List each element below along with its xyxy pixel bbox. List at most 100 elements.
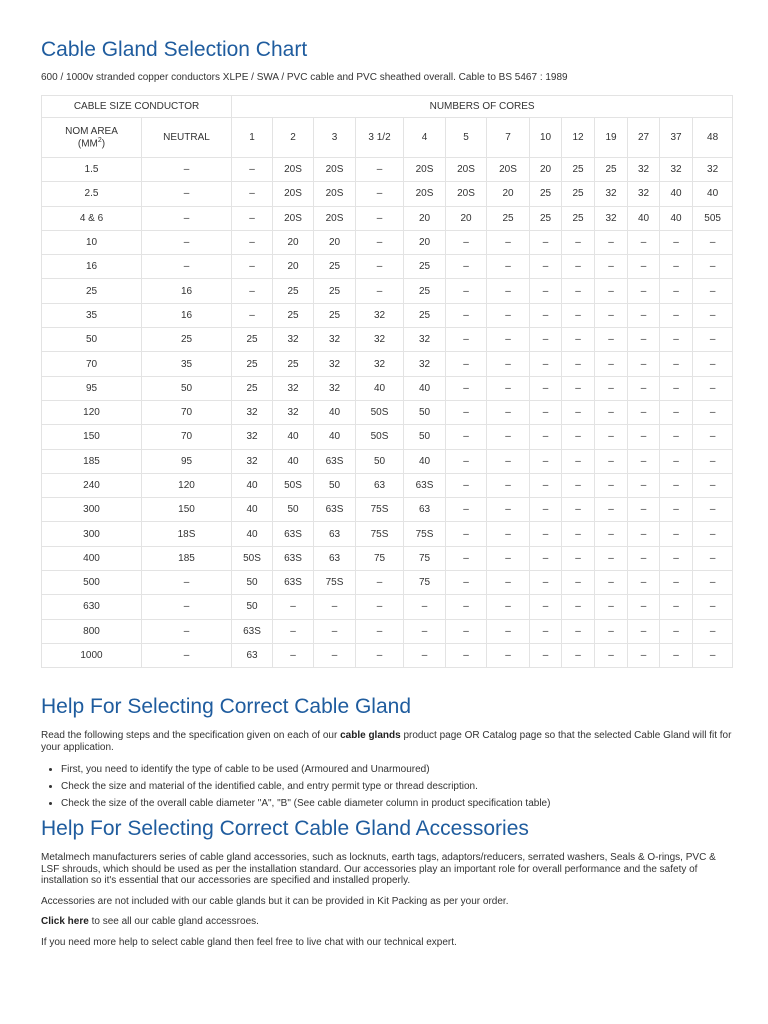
- table-cell: 32: [355, 302, 405, 329]
- table-cell: 20S: [272, 181, 315, 207]
- table-cell: –: [627, 327, 661, 353]
- table-cell: 20S: [313, 205, 357, 231]
- table-row: 16– –20 25–25– – – – – – – –: [41, 254, 734, 280]
- group-header: NUMBERS OF CORES: [231, 95, 734, 118]
- table-cell: 25: [231, 327, 274, 353]
- table-cell: 40: [659, 205, 694, 231]
- table-cell: 50S: [231, 545, 274, 572]
- table-cell: 25: [561, 205, 596, 231]
- table-row: 1.5– –20S 20S –20S 20S 20S 20 25 25 32 32 32: [41, 156, 734, 183]
- table-cell: –: [561, 327, 596, 353]
- header-text: NOM AREA: [65, 125, 118, 137]
- table-cell: –: [561, 618, 596, 644]
- table-cell: –: [529, 472, 563, 499]
- table-cell: 32: [403, 351, 447, 377]
- table-cell: 25: [403, 302, 447, 329]
- table-cell: 300: [41, 497, 142, 523]
- table-cell: 75S: [355, 521, 405, 547]
- table-cell: –: [529, 642, 563, 669]
- table-cell: 63: [355, 472, 405, 499]
- table-cell: –: [627, 594, 661, 620]
- table-cell: –: [231, 229, 274, 256]
- bold-link[interactable]: cable glands: [340, 730, 401, 741]
- table-cell: –: [627, 448, 661, 474]
- table-cell: 20: [445, 205, 488, 231]
- table-cell: 75S: [355, 497, 405, 523]
- table-row: 120 70 32 32 40 50S 50– – – – – – – –: [41, 399, 734, 426]
- table-cell: 4 & 6: [41, 205, 142, 231]
- table-cell: 400: [41, 545, 142, 572]
- table-cell: –: [355, 642, 405, 669]
- table-cell: 63S: [272, 570, 315, 596]
- table-cell: 70: [41, 351, 142, 377]
- table-cell: –: [486, 570, 531, 596]
- text: Read the following steps and the specifi…: [41, 730, 341, 741]
- table-cell: 150: [140, 497, 233, 523]
- table-cell: 630: [41, 594, 142, 620]
- table-cell: –: [445, 278, 488, 304]
- table-cell: 32: [313, 375, 357, 401]
- table-cell: 120: [41, 399, 142, 426]
- accessories-help: Help For Selecting Correct Cable Gland A…: [41, 817, 732, 948]
- table-cell: –: [659, 618, 694, 644]
- table-cell: –: [627, 399, 661, 426]
- table-row: 2.5– –20S 20S –20S 20S 20 25 25 32 32 40 40: [41, 181, 734, 207]
- table-cell: –: [594, 521, 629, 547]
- section-heading: Help For Selecting Correct Cable Gland: [41, 695, 412, 718]
- link[interactable]: Click here: [41, 916, 89, 927]
- table-cell: –: [486, 545, 531, 572]
- column-header: 19: [594, 117, 629, 158]
- table-cell: –: [529, 302, 563, 329]
- table-cell: 63S: [313, 497, 357, 523]
- table-cell: –: [486, 424, 531, 450]
- table-cell: –: [445, 448, 488, 474]
- table-cell: –: [659, 448, 694, 474]
- table-cell: 32: [272, 375, 315, 401]
- table-cell: 32: [659, 156, 694, 183]
- table-cell: 50: [313, 472, 357, 499]
- table-row: 35 16–25 25 32 25– – – – – – – –: [41, 302, 734, 329]
- table-cell: 32: [231, 424, 274, 450]
- table-cell: –: [594, 375, 629, 401]
- table-cell: –: [355, 205, 405, 231]
- table-cell: 20: [313, 229, 357, 256]
- table-cell: –: [692, 570, 734, 596]
- column-header: 12: [561, 117, 596, 158]
- table-cell: –: [140, 205, 233, 231]
- step: Check the size of the overall cable diam…: [61, 795, 732, 812]
- table-cell: 40: [692, 181, 734, 207]
- table-cell: –: [486, 618, 531, 644]
- table-cell: –: [486, 327, 531, 353]
- table-cell: –: [627, 618, 661, 644]
- table-cell: –: [445, 545, 488, 572]
- table-cell: 32: [231, 448, 274, 474]
- table-cell: 20: [403, 229, 447, 256]
- table-cell: –: [445, 521, 488, 547]
- table-cell: –: [486, 351, 531, 377]
- table-cell: –: [692, 327, 734, 353]
- table-cell: –: [692, 399, 734, 426]
- table-cell: –: [445, 375, 488, 401]
- column-header: 3 1/2: [355, 117, 405, 158]
- table-cell: –: [445, 642, 488, 669]
- table-cell: 20S: [403, 181, 447, 207]
- table-cell: –: [692, 448, 734, 474]
- table-cell: 32: [272, 327, 315, 353]
- table-body: 1.5– –20S 20S –20S 20S 20S 20 25 25 32 32 32 2.5– –20…: [41, 156, 734, 669]
- table-cell: –: [529, 424, 563, 450]
- table-cell: –: [486, 399, 531, 426]
- table-cell: –: [594, 278, 629, 304]
- table-cell: –: [627, 424, 661, 450]
- table-cell: –: [627, 375, 661, 401]
- table-cell: 20: [403, 205, 447, 231]
- column-header: 4: [403, 117, 447, 158]
- table-cell: –: [313, 618, 357, 644]
- table-cell: –: [529, 351, 563, 377]
- table-cell: 35: [41, 302, 142, 329]
- group-header: CABLE SIZE CONDUCTOR: [40, 95, 233, 118]
- table-cell: –: [445, 594, 488, 620]
- table-cell: –: [561, 278, 596, 304]
- table-cell: –: [659, 570, 694, 596]
- table-cell: 25: [41, 278, 142, 304]
- table-cell: 1.5: [41, 156, 142, 183]
